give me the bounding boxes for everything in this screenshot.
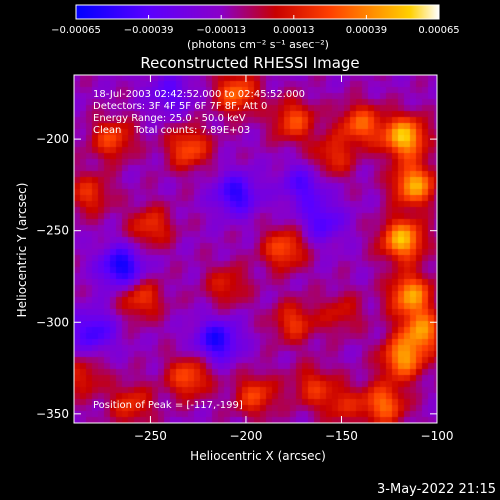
- annotation-energy-range: Energy Range: 25.0 - 50.0 keV: [93, 113, 246, 124]
- annotation-detectors: Detectors: 3F 4F 5F 6F 7F 8F, Att 0: [93, 101, 267, 112]
- x-tick-label: −150: [325, 429, 358, 443]
- colorbar-tick-label: −0.00039: [124, 25, 174, 36]
- plot-area: −250 −200 −150 −100 −200 −250 −300 −350 18-Jul-…: [36, 74, 453, 443]
- plot-frame: [73, 74, 438, 424]
- y-tick-label: −200: [36, 132, 69, 146]
- colorbar-ticks: −0.00065 −0.00039 −0.00013 0.00013 0.00039 0.…: [51, 15, 460, 36]
- colorbar-gradient: [75, 4, 440, 20]
- annotation-time-range: 18-Jul-2003 02:42:52.000 to 02:45:52.000: [93, 89, 305, 100]
- y-tick-label: −250: [36, 224, 69, 238]
- y-axis-label: Heliocentric Y (arcsec): [15, 183, 29, 318]
- colorbar-tick-label: −0.00013: [196, 25, 246, 36]
- colorbar-tick-label: 0.00039: [346, 25, 387, 36]
- colorbar: −0.00065 −0.00039 −0.00013 0.00013 0.00039 0.…: [51, 4, 460, 51]
- annotation-clean-counts: Clean Total counts: 7.89E+03: [93, 125, 250, 136]
- x-tick-label: −100: [421, 429, 454, 443]
- x-tick-label: −250: [134, 429, 167, 443]
- heatmap-image: [74, 75, 437, 423]
- x-tick-label: −200: [229, 429, 262, 443]
- colorbar-tick-label: −0.00065: [51, 25, 101, 36]
- y-tick-label: −350: [36, 407, 69, 421]
- annotation-peak-position: Position of Peak = [-117,-199]: [93, 400, 243, 411]
- colorbar-tick-label: 0.00013: [273, 25, 314, 36]
- footer-timestamp: 3-May-2022 21:15: [377, 482, 496, 497]
- axis-ticks: −250 −200 −150 −100 −200 −250 −300 −350: [36, 75, 453, 443]
- colorbar-tick-label: 0.00065: [418, 25, 459, 36]
- chart-title: Reconstructed RHESSI Image: [140, 54, 359, 72]
- colorbar-unit-label: (photons cm⁻² s⁻¹ asec⁻²): [187, 38, 329, 51]
- y-tick-label: −300: [36, 315, 69, 329]
- x-axis-label: Heliocentric X (arcsec): [190, 449, 326, 463]
